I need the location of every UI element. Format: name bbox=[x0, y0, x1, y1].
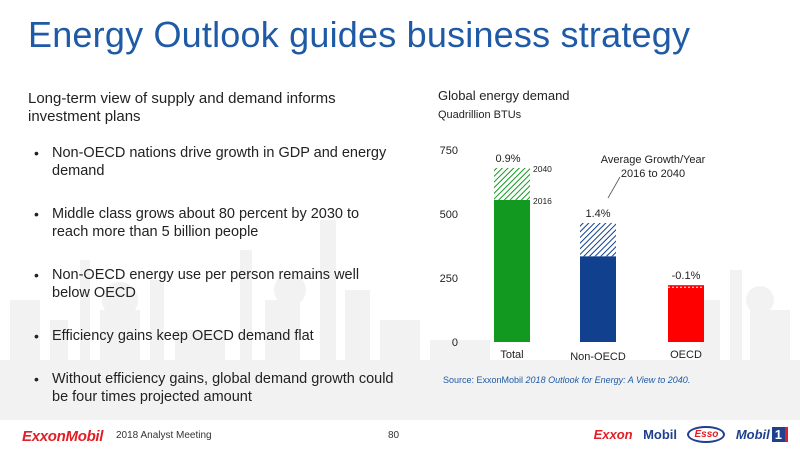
growth-label: 1.4% bbox=[585, 208, 610, 220]
growth-annotation: Average Growth/Year 2016 to 2040 bbox=[601, 154, 706, 180]
bar-2016-oecd bbox=[668, 285, 704, 342]
source-note: Source: ExxonMobil 2018 Outlook for Ener… bbox=[443, 375, 690, 385]
annotation-line: Average Growth/Year bbox=[601, 154, 706, 166]
bullet-item: • Efficiency gains keep OECD demand flat bbox=[34, 327, 394, 345]
year-label-2040: 2040 bbox=[533, 164, 552, 174]
energy-demand-chart: Global energy demand Quadrillion BTUs 0 2… bbox=[438, 88, 706, 363]
y-axis-ticks: 0 250 500 750 bbox=[440, 145, 458, 349]
mobil1-text: Mobil bbox=[735, 427, 770, 443]
bar-2016-total bbox=[494, 199, 530, 342]
mobil1-brand-logo: Mobil 1 bbox=[735, 427, 788, 443]
bullet-text: Non-OECD energy use per person remains w… bbox=[52, 267, 360, 301]
category-label: Non-OECD bbox=[570, 351, 626, 363]
exxonmobil-logo: ExxonMobil bbox=[22, 428, 104, 445]
bullet-text: Middle class grows about 80 percent by 2… bbox=[52, 206, 360, 240]
slide-footer: ExxonMobil 2018 Analyst Meeting 80 Exxon… bbox=[0, 422, 800, 450]
bullet-text: Without efficiency gains, global demand … bbox=[52, 371, 394, 405]
bullet-text: Efficiency gains keep OECD demand flat bbox=[52, 328, 314, 344]
bullet-item: • Middle class grows about 80 percent by … bbox=[34, 205, 394, 241]
year-label-2016: 2016 bbox=[533, 196, 552, 206]
growth-label: -0.1% bbox=[672, 270, 701, 282]
category-label: OECD bbox=[670, 349, 702, 361]
mobil-brand-logo: Mobil bbox=[643, 427, 678, 443]
bullet-text: Non-OECD nations drive growth in GDP and… bbox=[52, 145, 387, 179]
bar-2040-total bbox=[494, 167, 530, 200]
bullet-glyph: • bbox=[34, 267, 39, 283]
y-tick-label: 750 bbox=[440, 145, 458, 157]
esso-brand-logo: Esso bbox=[687, 426, 726, 444]
slide-title: Energy Outlook guides business strategy bbox=[28, 14, 691, 55]
bar-group bbox=[494, 167, 704, 342]
y-tick-label: 500 bbox=[440, 209, 458, 221]
growth-label: 0.9% bbox=[495, 153, 520, 165]
bullet-glyph: • bbox=[34, 328, 39, 344]
bullet-item: • Without efficiency gains, global demand… bbox=[34, 370, 394, 406]
bar-2016-non-oecd bbox=[580, 256, 616, 342]
mobil1-number: 1 bbox=[771, 427, 788, 443]
bar-labels: 0.9% Total 1.4% Non-OECD -0.1% OECD 2040 2016 bbox=[495, 153, 701, 363]
brand-logos: Exxon Mobil Esso Mobil 1 bbox=[588, 426, 788, 446]
y-tick-label: 0 bbox=[452, 337, 458, 349]
category-label: Total bbox=[500, 349, 523, 361]
bullet-glyph: • bbox=[34, 206, 39, 222]
bullet-item: • Non-OECD energy use per person remains … bbox=[34, 266, 394, 302]
bullet-list: • Non-OECD nations drive growth in GDP an… bbox=[34, 144, 394, 431]
chart-title: Global energy demand bbox=[438, 88, 570, 103]
chart-subtitle: Quadrillion BTUs bbox=[438, 109, 522, 121]
exxon-brand-logo: Exxon bbox=[593, 427, 633, 443]
bullet-glyph: • bbox=[34, 371, 39, 387]
page-number: 80 bbox=[388, 430, 400, 441]
slide-subtitle: Long-term view of supply and demand info… bbox=[28, 90, 336, 125]
annotation-line: 2016 to 2040 bbox=[621, 168, 685, 180]
source-prefix: Source: ExxonMobil bbox=[443, 375, 526, 385]
y-tick-label: 250 bbox=[440, 273, 458, 285]
source-title: 2018 Outlook for Energy: A View to 2040. bbox=[525, 375, 691, 385]
meeting-name: 2018 Analyst Meeting bbox=[116, 430, 212, 441]
bullet-glyph: • bbox=[34, 145, 39, 161]
bar-2040-non-oecd bbox=[580, 222, 616, 257]
annotation-leader bbox=[607, 176, 621, 199]
bullet-item: • Non-OECD nations drive growth in GDP an… bbox=[34, 144, 394, 180]
